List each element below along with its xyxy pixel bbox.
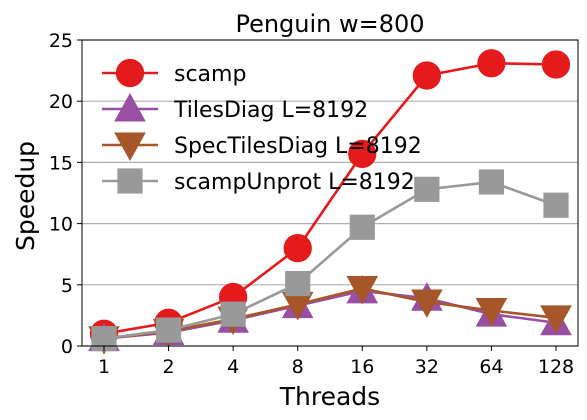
point-scamp-32 — [412, 61, 441, 90]
point-scampunprot-l-8192-8 — [285, 270, 311, 297]
legend-entry-scamp: scamp — [102, 58, 246, 88]
legend: scamp TilesDiag L=8192 SpecTilesDiag L=819… — [102, 58, 422, 195]
point-scamp-128 — [541, 50, 571, 79]
series-layer — [88, 49, 572, 355]
y-tick-label-15: 15 — [49, 152, 73, 174]
point-scamp-16 — [348, 139, 377, 168]
x-tick-label-64: 64 — [479, 356, 503, 378]
plot-frame — [81, 39, 579, 347]
x-tick-label-2: 2 — [163, 356, 175, 378]
legend-label-scamp: scamp — [174, 62, 246, 87]
legend-marker-scamp — [115, 58, 145, 88]
point-scamp-64 — [477, 49, 506, 78]
x-tick-label-32: 32 — [415, 356, 439, 378]
y-tick-label-25: 25 — [49, 30, 73, 52]
point-spectilesdiag-l-8192-64 — [475, 298, 508, 327]
point-scampunprot-l-8192-128 — [543, 192, 569, 218]
y-tick-label-20: 20 — [49, 91, 73, 113]
x-tick-label-1: 1 — [98, 356, 110, 378]
y-tick-label-0: 0 — [61, 336, 73, 358]
legend-label-scampunprot-l-8192: scampUnprot L=8192 — [174, 170, 415, 195]
legend-entry-scampunprot-l-8192: scampUnprot L=8192 — [102, 168, 415, 195]
point-scampunprot-l-8192-2 — [155, 317, 182, 343]
legend-entry-spectilesdiag-l-8192: SpecTilesDiag L=8192 — [102, 132, 422, 161]
x-tick-label-4: 4 — [227, 356, 239, 378]
legend-marker-spectilesdiag-l-8192 — [114, 132, 146, 161]
x-tick-label-8: 8 — [292, 356, 304, 378]
legend-label-tilesdiag-l-8192: TilesDiag L=8192 — [173, 98, 368, 123]
point-scamp-8 — [283, 233, 312, 263]
legend-label-spectilesdiag-l-8192: SpecTilesDiag L=8192 — [174, 134, 422, 159]
point-scampunprot-l-8192-4 — [220, 301, 246, 327]
x-axis-title: Threads — [279, 382, 380, 411]
series-scampunprot-l-8192 — [91, 169, 569, 352]
point-scampunprot-l-8192-32 — [414, 176, 440, 202]
legend-entry-tilesdiag-l-8192: TilesDiag L=8192 — [102, 93, 368, 123]
point-spectilesdiag-l-8192-128 — [540, 305, 572, 334]
legend-marker-tilesdiag-l-8192 — [114, 93, 146, 122]
legend-marker-scampunprot-l-8192 — [117, 168, 143, 194]
point-scampunprot-l-8192-64 — [478, 169, 505, 195]
point-spectilesdiag-l-8192-32 — [411, 289, 443, 318]
chart-title: Penguin w=800 — [235, 10, 424, 38]
y-axis-title: Speedup — [11, 141, 40, 251]
y-tick-label-5: 5 — [61, 275, 73, 297]
point-spectilesdiag-l-8192-16 — [346, 276, 379, 305]
x-tick-label-16: 16 — [350, 356, 374, 378]
y-tick-label-10: 10 — [49, 214, 73, 236]
x-tick-label-128: 128 — [538, 356, 574, 378]
ticks-layer: 0 5 10 15 20 25 1 2 4 8 16 32 64 128 — [49, 30, 574, 378]
point-scampunprot-l-8192-16 — [349, 214, 375, 240]
